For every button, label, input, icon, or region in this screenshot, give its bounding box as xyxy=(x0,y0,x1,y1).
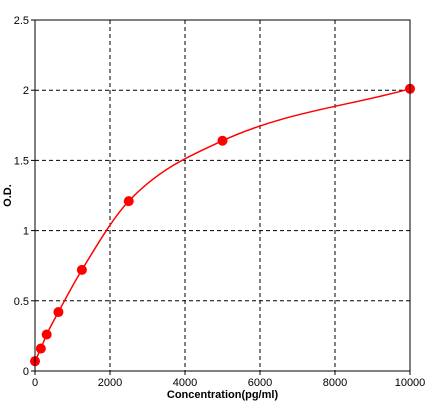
x-axis-label: Concentration(pg/ml) xyxy=(167,389,279,401)
x-tick-label: 6000 xyxy=(248,377,272,389)
plot-area xyxy=(35,20,410,371)
y-axis-ticks: 0 0.5 1 1.5 2 2.5 xyxy=(14,15,35,378)
x-tick-label: 8000 xyxy=(323,377,347,389)
x-tick-label: 2000 xyxy=(98,377,122,389)
y-tick-label: 0 xyxy=(23,366,29,378)
data-point xyxy=(76,264,87,275)
x-tick-label: 0 xyxy=(32,377,38,389)
data-point xyxy=(217,135,228,146)
data-point xyxy=(41,329,52,340)
plot-frame xyxy=(34,19,411,372)
y-axis-label: O.D. xyxy=(2,184,14,207)
y-tick-label: 0.5 xyxy=(14,296,29,308)
grid xyxy=(35,20,410,371)
x-tick-label: 4000 xyxy=(173,377,197,389)
data-point xyxy=(35,343,46,354)
data-point-layer xyxy=(30,83,415,367)
y-tick-label: 1.5 xyxy=(14,155,29,167)
x-tick-label: 10000 xyxy=(395,377,426,389)
data-point xyxy=(123,196,134,207)
y-tick-label: 1 xyxy=(23,226,29,238)
y-tick-label: 2.5 xyxy=(14,15,29,27)
x-axis-ticks: 0 2000 4000 6000 8000 10000 xyxy=(32,371,425,389)
y-tick-label: 2 xyxy=(23,85,29,97)
data-point xyxy=(53,307,64,318)
